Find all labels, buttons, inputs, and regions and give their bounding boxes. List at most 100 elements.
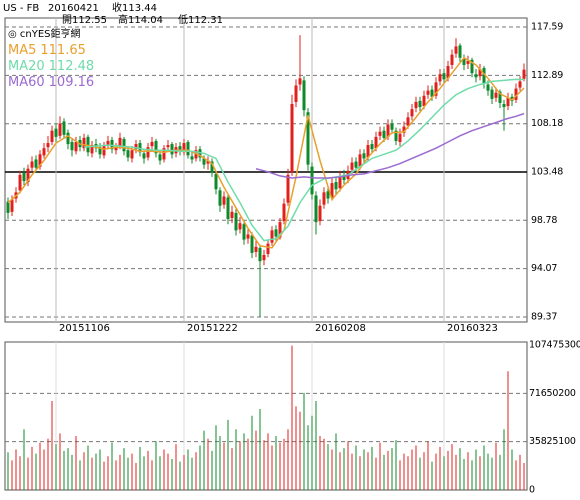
candle-body — [142, 153, 146, 159]
candle-body — [182, 143, 186, 153]
candle-body — [22, 172, 26, 182]
candle-body — [270, 230, 274, 243]
legend-entry: MA20 112.48 — [8, 59, 94, 74]
candle-body — [102, 146, 106, 156]
y-tick-label: 98.78 — [531, 215, 557, 226]
candle-body — [26, 168, 30, 183]
candle-body — [178, 146, 182, 152]
candle-body — [326, 191, 330, 199]
candle-body — [242, 224, 246, 240]
quote: 開112.55 — [62, 14, 107, 26]
candle-body — [446, 65, 450, 79]
candle-body — [206, 160, 210, 164]
legend-value: 112.48 — [49, 59, 95, 74]
candle-body — [42, 148, 46, 156]
candle-body — [34, 159, 38, 168]
candle-body — [430, 89, 434, 97]
candle-body — [210, 161, 214, 173]
candle-body — [6, 201, 10, 213]
candle-body — [126, 150, 130, 158]
quote-label: 收 — [112, 1, 122, 14]
candle-body — [314, 195, 318, 223]
candle-body — [98, 147, 102, 155]
candle-body — [258, 247, 262, 262]
candle-body — [482, 68, 486, 84]
candle-body — [274, 229, 278, 237]
candle-body — [218, 190, 222, 206]
header-line: US - FB 20160421 — [3, 3, 99, 14]
candle-body — [202, 158, 206, 165]
candle-body — [254, 246, 258, 252]
candle-body — [426, 90, 430, 95]
candle-body — [50, 130, 54, 143]
candle-body — [402, 126, 406, 133]
candle-body — [18, 174, 22, 191]
candle-body — [422, 95, 426, 107]
legend-name: MA20 — [8, 59, 45, 74]
candle-body — [238, 223, 242, 230]
candle-body — [162, 148, 166, 160]
candle-body — [390, 123, 394, 130]
candle-body — [362, 153, 366, 159]
candle-body — [290, 103, 294, 173]
candle-body — [310, 166, 314, 195]
candle-body — [122, 138, 126, 152]
candle-body — [186, 142, 190, 156]
candle-body — [374, 136, 378, 149]
legend-entry: MA60 109.16 — [8, 75, 94, 90]
candle-body — [318, 205, 322, 222]
candle-body — [442, 73, 446, 80]
moving-average-line — [255, 112, 525, 179]
price-panel — [4, 17, 528, 323]
candle-body — [114, 147, 118, 151]
volume-tick-label: 71650200 — [529, 388, 576, 399]
candle-body — [498, 91, 502, 103]
candle-body — [46, 143, 50, 148]
legend-entry: MA5 111.65 — [8, 43, 86, 58]
volume-panel — [4, 341, 528, 491]
candle-body — [282, 203, 286, 222]
candle-body — [66, 132, 70, 145]
candle-body — [438, 74, 442, 82]
quote-label: 開 — [62, 14, 72, 26]
candle-body — [262, 255, 266, 261]
candle-body — [486, 84, 490, 91]
candle-body — [230, 211, 234, 219]
candle-body — [470, 59, 474, 74]
candle-body — [278, 222, 282, 238]
candle-body — [306, 112, 310, 165]
candle-body — [250, 235, 254, 253]
candle-body — [222, 196, 226, 205]
y-tick-label: 89.37 — [531, 311, 557, 322]
legend-name: MA60 — [8, 75, 45, 90]
candle-body — [110, 139, 114, 150]
candle-body — [342, 174, 346, 181]
candle-body — [378, 131, 382, 136]
y-tick-label: 94.07 — [531, 263, 557, 274]
candle-body — [350, 162, 354, 170]
grid — [5, 18, 527, 490]
candle-body — [330, 183, 334, 198]
candle-body — [62, 121, 66, 135]
watermark: ◎ cnYES鉅亨網 — [8, 27, 81, 40]
candle-body — [322, 192, 326, 205]
candle-body — [106, 140, 110, 146]
candle-body — [458, 45, 462, 58]
candle-body — [146, 147, 150, 158]
quote-value: 114.04 — [128, 15, 163, 26]
candle-body — [58, 123, 62, 136]
candle-body — [462, 58, 466, 65]
candle-body — [170, 144, 174, 155]
candle-body — [134, 144, 138, 150]
candle-body — [246, 234, 250, 239]
candle-body — [454, 46, 458, 54]
candle-body — [154, 140, 158, 154]
candle-body — [382, 130, 386, 138]
candle-body — [334, 182, 338, 190]
candle-body — [474, 74, 478, 78]
candle-body — [394, 130, 398, 141]
candle-body — [190, 156, 194, 160]
candle-body — [434, 82, 438, 96]
candle-body — [294, 85, 298, 102]
